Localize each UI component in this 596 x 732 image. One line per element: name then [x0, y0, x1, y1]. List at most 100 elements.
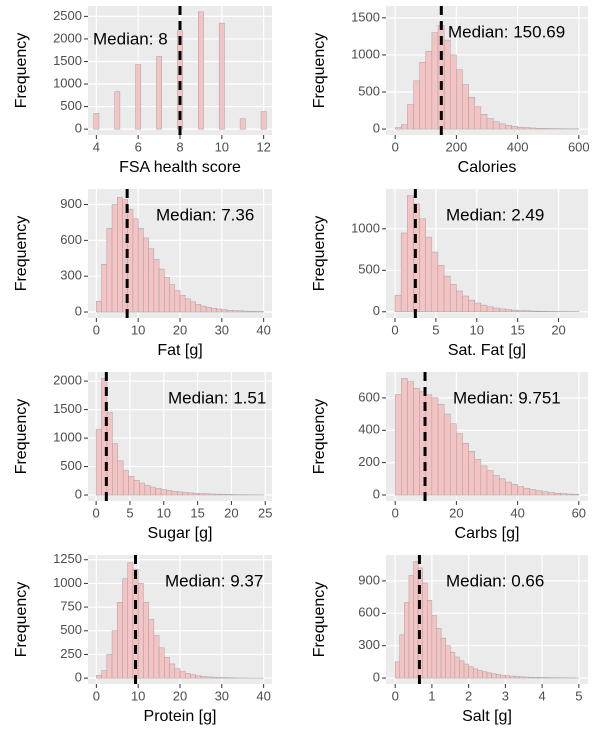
histogram-bar [480, 304, 488, 313]
y-tick-label: 300 [358, 637, 380, 652]
histogram-bar [449, 284, 457, 313]
histogram-bar [462, 442, 469, 496]
x-tick-label: 400 [507, 139, 529, 154]
histogram-bar [200, 676, 207, 679]
histogram-bar [184, 298, 191, 313]
x-tick-label: 0 [392, 688, 399, 703]
histogram-bar [500, 674, 506, 679]
x-axis-title: Calories [458, 159, 517, 176]
x-axis-title: Salt [g] [462, 708, 512, 725]
histogram-bar [137, 583, 144, 679]
histogram-bar [198, 493, 205, 496]
histogram-bar [566, 493, 573, 496]
histogram-bar [220, 494, 227, 496]
histogram-bar [523, 487, 531, 496]
histogram-bar [511, 484, 518, 496]
histogram-bar [498, 478, 506, 496]
x-tick-label: 20 [173, 688, 187, 703]
histogram-bar [535, 310, 543, 313]
histogram-bar [486, 470, 494, 496]
histogram-bar [463, 663, 469, 679]
histogram-bar [160, 489, 167, 496]
x-tick-label: 8 [176, 139, 183, 154]
histogram-bar [179, 295, 186, 313]
x-tick-label: 6 [135, 139, 142, 154]
x-tick-label: 15 [510, 322, 524, 337]
histogram-bar [419, 62, 427, 130]
histogram-bar [117, 460, 124, 496]
histogram-bar [153, 259, 160, 313]
x-tick-label: 3 [502, 688, 509, 703]
x-tick-label: 4 [538, 688, 545, 703]
histogram-bar [459, 660, 465, 679]
y-tick-label: 600 [358, 605, 380, 620]
x-tick-label: 10 [470, 322, 484, 337]
histogram-bar [166, 490, 173, 496]
x-tick-label: 4 [93, 139, 100, 154]
histogram-bar [443, 39, 451, 130]
histogram-bar [517, 486, 524, 496]
x-tick-label: 10 [215, 139, 229, 154]
histogram-bar [477, 670, 483, 679]
x-tick-label: 12 [256, 139, 270, 154]
histogram-bar [437, 265, 445, 313]
histogram-bar [425, 50, 433, 130]
histogram-bar [554, 492, 561, 496]
histogram-bar [216, 677, 223, 679]
y-tick-label: 500 [358, 83, 380, 98]
histogram-bar [394, 294, 402, 313]
histogram-bar [200, 305, 207, 313]
y-tick-label: 0 [75, 486, 82, 501]
x-axis-title: Sat. Fat [g] [448, 342, 526, 359]
histogram-bar [133, 479, 140, 496]
x-tick-label: 5 [575, 688, 582, 703]
y-tick-label: 0 [75, 303, 82, 318]
histogram-bar [529, 127, 537, 130]
histogram-bar [468, 666, 474, 679]
x-axis-title: FSA health score [119, 159, 241, 176]
histogram-bar [211, 307, 217, 313]
x-tick-label: 1 [428, 688, 435, 703]
histogram-bar [486, 672, 492, 679]
histogram-bar [153, 635, 160, 679]
y-tick-label: 1250 [53, 551, 82, 566]
histogram-bar [239, 118, 246, 130]
histogram-bar [394, 661, 401, 679]
histogram-bar [155, 488, 162, 496]
histogram-bar [399, 634, 405, 679]
histogram-bar [101, 264, 108, 313]
y-tick-label: 0 [75, 121, 82, 136]
y-tick-label: 1000 [53, 575, 82, 590]
histogram-bar [127, 562, 134, 679]
x-tick-label: 20 [173, 322, 187, 337]
histogram-bar [505, 125, 512, 130]
histogram-bar [404, 602, 410, 679]
histogram-bar [111, 630, 118, 679]
histogram-bar [492, 475, 500, 496]
histogram-bar [431, 397, 439, 496]
median-annotation: Median: 2.49 [446, 205, 544, 224]
histogram-bar [407, 104, 414, 130]
histogram-bar [474, 302, 482, 313]
y-tick-label: 900 [358, 572, 380, 587]
histogram-bar [106, 228, 113, 313]
histogram-bar [218, 22, 225, 130]
histogram-bar [252, 311, 259, 313]
histogram-bar [112, 443, 119, 496]
histogram-bar [492, 307, 500, 313]
histogram-bar [143, 602, 149, 679]
histogram-bar [474, 459, 482, 496]
y-axis-title: Frequency [311, 216, 328, 292]
histogram-bar [158, 268, 165, 313]
histogram-bar [111, 204, 118, 313]
y-tick-label: 500 [358, 262, 380, 277]
histogram-bar [106, 654, 113, 679]
histogram-bar [158, 647, 165, 679]
histogram-bar [179, 671, 186, 679]
y-tick-label: 1500 [53, 53, 82, 68]
histogram-bar [495, 674, 502, 679]
histogram-bar [93, 113, 100, 130]
histogram-bar [190, 674, 196, 679]
histogram-bar [437, 404, 445, 496]
